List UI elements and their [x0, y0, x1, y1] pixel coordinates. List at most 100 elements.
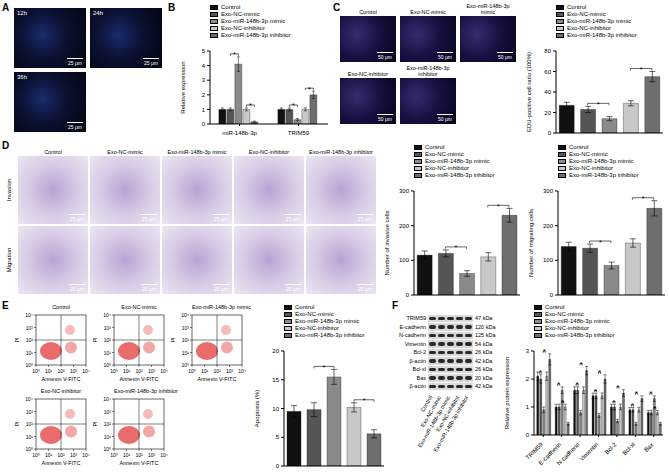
svg-text:3: 3 [202, 77, 206, 83]
svg-text:10³: 10³ [26, 409, 34, 415]
svg-text:Number of migrating cells: Number of migrating cells [528, 209, 534, 277]
svg-text:*: * [597, 101, 600, 108]
svg-text:*: * [455, 244, 458, 251]
svg-text:10²: 10² [182, 337, 190, 343]
svg-text:Exo-miR-148b-3p inhibitor: Exo-miR-148b-3p inhibitor [432, 394, 469, 452]
svg-text:4: 4 [202, 63, 206, 69]
svg-text:10²: 10² [135, 452, 143, 458]
svg-text:10³: 10³ [104, 409, 112, 415]
svg-text:10⁰: 10⁰ [25, 446, 33, 452]
svg-text:Bcl-2: Bcl-2 [604, 441, 618, 455]
svg-text:*: * [539, 369, 542, 376]
svg-text:10²: 10² [57, 452, 65, 458]
svg-text:N-cadherin: N-cadherin [556, 441, 581, 466]
svg-text:10¹: 10¹ [123, 368, 131, 374]
svg-text:*: * [543, 348, 546, 355]
svg-text:10²: 10² [104, 421, 112, 427]
svg-text:10⁴: 10⁴ [103, 396, 111, 402]
svg-text:Bax: Bax [643, 441, 655, 453]
svg-text:300: 300 [399, 188, 410, 194]
svg-text:*: * [599, 239, 602, 246]
svg-text:10¹: 10¹ [201, 368, 209, 374]
svg-text:Vimentin: Vimentin [579, 441, 600, 462]
svg-text:PI: PI [92, 337, 98, 343]
svg-text:0: 0 [548, 130, 552, 136]
svg-text:10⁴: 10⁴ [238, 368, 246, 374]
svg-text:*: * [613, 399, 616, 406]
svg-text:10³: 10³ [226, 368, 234, 374]
svg-text:PI: PI [92, 421, 98, 427]
svg-text:10⁰: 10⁰ [103, 362, 111, 368]
svg-text:0: 0 [276, 463, 280, 469]
svg-text:EDU-positive cell ratio (100%): EDU-positive cell ratio (100%) [526, 52, 532, 132]
svg-text:10⁴: 10⁴ [103, 312, 111, 318]
svg-text:10⁰: 10⁰ [110, 368, 118, 374]
svg-text:2: 2 [526, 376, 530, 382]
svg-text:10¹: 10¹ [104, 350, 112, 356]
svg-text:10⁰: 10⁰ [188, 368, 196, 374]
svg-text:PI: PI [170, 337, 176, 343]
svg-text:10²: 10² [57, 368, 65, 374]
svg-text:*: * [497, 203, 500, 210]
svg-text:10¹: 10¹ [104, 434, 112, 440]
svg-text:10⁰: 10⁰ [110, 452, 118, 458]
svg-text:10⁰: 10⁰ [181, 362, 189, 368]
svg-text:10²: 10² [104, 337, 112, 343]
svg-text:*: * [363, 397, 366, 404]
svg-text:TRIM59: TRIM59 [288, 130, 310, 136]
svg-text:*: * [640, 66, 643, 73]
svg-text:PI: PI [14, 337, 20, 343]
svg-text:10³: 10³ [182, 325, 190, 331]
svg-text:40: 40 [544, 89, 551, 95]
svg-text:Annexin V-FITC: Annexin V-FITC [198, 376, 237, 382]
svg-text:10⁰: 10⁰ [25, 362, 33, 368]
svg-text:10⁴: 10⁴ [82, 452, 90, 458]
svg-text:10¹: 10¹ [182, 350, 190, 356]
svg-text:*: * [308, 86, 311, 93]
svg-text:*: * [292, 102, 295, 109]
svg-text:10³: 10³ [26, 325, 34, 331]
svg-text:60: 60 [544, 69, 551, 75]
svg-text:Bcl-xl: Bcl-xl [621, 441, 636, 456]
svg-text:10⁴: 10⁴ [25, 312, 33, 318]
svg-text:10³: 10³ [148, 368, 156, 374]
svg-text:3: 3 [526, 348, 530, 354]
svg-text:Annexin V-FITC: Annexin V-FITC [120, 376, 159, 382]
svg-text:10³: 10³ [148, 452, 156, 458]
svg-text:1: 1 [526, 404, 530, 410]
svg-text:100: 100 [399, 257, 410, 263]
svg-text:1: 1 [202, 107, 206, 113]
svg-text:Relative expression: Relative expression [180, 61, 186, 113]
svg-text:*: * [635, 390, 638, 397]
svg-text:2: 2 [202, 92, 206, 98]
svg-text:0: 0 [550, 292, 554, 298]
svg-text:10³: 10³ [70, 452, 78, 458]
svg-text:*: * [642, 195, 645, 202]
svg-text:10⁴: 10⁴ [25, 396, 33, 402]
svg-text:10¹: 10¹ [26, 434, 34, 440]
svg-text:10⁰: 10⁰ [103, 446, 111, 452]
svg-text:*: * [249, 102, 252, 109]
svg-text:10¹: 10¹ [26, 350, 34, 356]
svg-text:10⁴: 10⁴ [160, 368, 168, 374]
svg-text:10⁰: 10⁰ [32, 368, 40, 374]
svg-text:20: 20 [544, 110, 551, 116]
svg-text:*: * [631, 402, 634, 409]
svg-text:10¹: 10¹ [45, 368, 53, 374]
svg-text:10⁴: 10⁴ [160, 452, 168, 458]
svg-text:5: 5 [276, 434, 280, 440]
svg-text:PI: PI [14, 421, 20, 427]
svg-text:Annexin V-FITC: Annexin V-FITC [120, 460, 159, 466]
svg-text:10³: 10³ [70, 368, 78, 374]
svg-text:10⁰: 10⁰ [32, 452, 40, 458]
svg-text:*: * [580, 361, 583, 368]
svg-text:80: 80 [544, 48, 551, 54]
svg-text:10¹: 10¹ [45, 452, 53, 458]
svg-text:*: * [594, 388, 597, 395]
svg-text:0: 0 [202, 121, 206, 127]
svg-text:10⁴: 10⁴ [181, 312, 189, 318]
svg-text:10²: 10² [213, 368, 221, 374]
svg-text:0: 0 [526, 432, 530, 438]
svg-text:*: * [323, 364, 326, 371]
svg-text:*: * [576, 381, 579, 388]
